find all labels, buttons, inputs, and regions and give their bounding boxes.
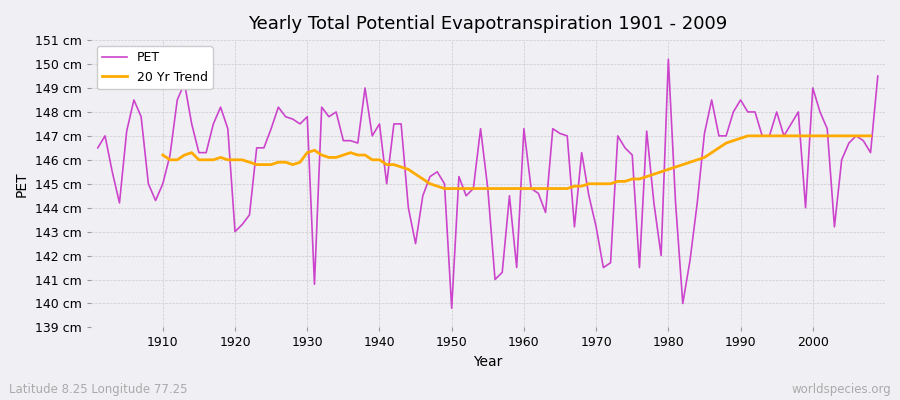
PET xyxy=(518,126,529,131)
PET xyxy=(872,74,883,78)
PET xyxy=(663,57,674,62)
PET xyxy=(309,282,320,287)
Title: Yearly Total Potential Evapotranspiration 1901 - 2009: Yearly Total Potential Evapotranspiratio… xyxy=(248,15,727,33)
PET xyxy=(612,134,623,138)
Line: 20 Yr Trend: 20 Yr Trend xyxy=(163,136,870,188)
20 Yr Trend xyxy=(742,134,753,138)
20 Yr Trend xyxy=(721,141,732,146)
Line: PET: PET xyxy=(98,59,878,308)
20 Yr Trend xyxy=(346,150,356,155)
20 Yr Trend xyxy=(158,153,168,158)
PET xyxy=(150,198,161,203)
20 Yr Trend xyxy=(540,186,551,191)
20 Yr Trend xyxy=(323,155,334,160)
20 Yr Trend xyxy=(518,186,529,191)
PET xyxy=(93,146,104,150)
20 Yr Trend xyxy=(374,158,385,162)
PET xyxy=(526,186,536,191)
Text: worldspecies.org: worldspecies.org xyxy=(791,383,891,396)
Legend: PET, 20 Yr Trend: PET, 20 Yr Trend xyxy=(97,46,212,89)
X-axis label: Year: Year xyxy=(473,355,502,369)
PET xyxy=(446,306,457,311)
PET xyxy=(353,141,364,146)
20 Yr Trend xyxy=(865,134,876,138)
20 Yr Trend xyxy=(439,186,450,191)
Y-axis label: PET: PET xyxy=(15,171,29,196)
Text: Latitude 8.25 Longitude 77.25: Latitude 8.25 Longitude 77.25 xyxy=(9,383,187,396)
